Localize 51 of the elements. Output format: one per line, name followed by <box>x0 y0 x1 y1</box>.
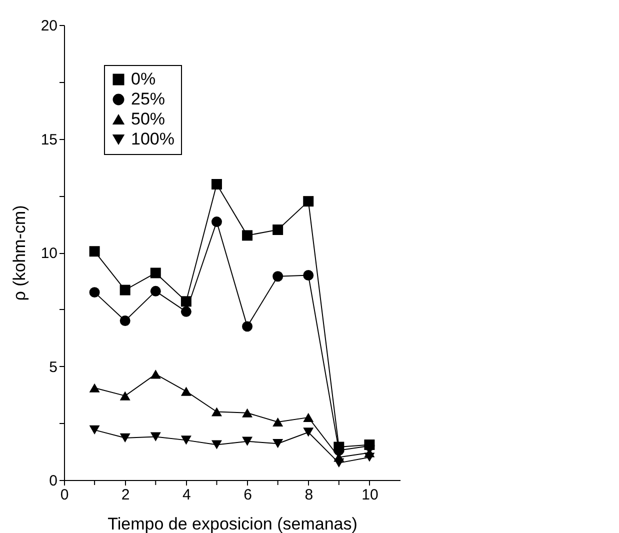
x-tick-label: 10 <box>362 486 378 504</box>
point <box>180 386 192 396</box>
point <box>303 428 314 437</box>
legend-label: 50% <box>131 110 166 128</box>
y-axis-title: ρ (kohm-cm) <box>10 205 29 301</box>
point <box>89 425 100 434</box>
point <box>303 412 314 422</box>
point <box>120 391 130 400</box>
x-tick-label: 6 <box>244 486 252 504</box>
point <box>334 458 344 468</box>
x-tick-label: 8 <box>304 486 314 504</box>
legend-label: 25% <box>131 90 166 108</box>
point <box>242 436 253 446</box>
point <box>242 321 253 332</box>
point <box>89 383 100 392</box>
x-tick-label: 4 <box>182 486 191 504</box>
point <box>303 270 314 280</box>
point <box>180 436 192 445</box>
point <box>89 246 100 257</box>
point <box>242 230 253 241</box>
point <box>272 224 284 235</box>
point <box>272 271 284 282</box>
point <box>211 179 222 190</box>
point <box>180 306 192 317</box>
y-tick-label: 0 <box>49 472 58 490</box>
x-tick-label: 2 <box>121 486 130 504</box>
point <box>211 407 222 416</box>
point <box>180 296 192 307</box>
x-tick-label: 0 <box>60 486 69 504</box>
point <box>150 286 161 296</box>
y-tick-label: 5 <box>49 358 58 376</box>
y-tick-label: 20 <box>40 18 58 34</box>
point <box>120 316 130 326</box>
point <box>150 370 161 379</box>
point <box>272 439 284 448</box>
y-tick-label: 15 <box>40 131 58 148</box>
point <box>211 440 222 450</box>
y-tick-label: 10 <box>40 245 58 262</box>
x-axis-title: Tiempo de exposicion (semanas) <box>108 514 358 533</box>
point <box>120 433 130 442</box>
legend-label: 100% <box>131 130 174 148</box>
point <box>150 268 161 278</box>
point <box>120 284 130 296</box>
point <box>364 452 375 462</box>
point <box>211 216 222 228</box>
point <box>242 408 253 418</box>
legend-label: 0% <box>131 70 156 88</box>
point <box>303 196 314 207</box>
point <box>272 417 284 427</box>
point <box>150 432 161 442</box>
point <box>89 287 100 298</box>
